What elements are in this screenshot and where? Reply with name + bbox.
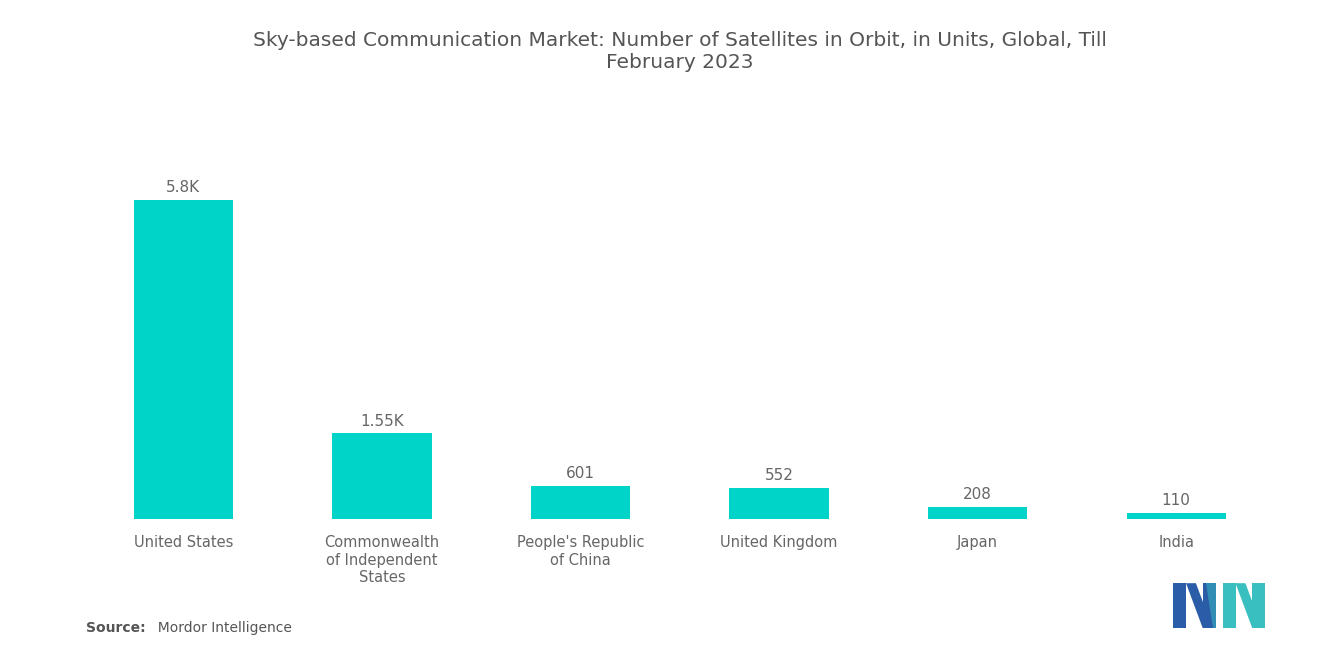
- Text: 552: 552: [764, 468, 793, 483]
- Text: 601: 601: [566, 465, 595, 481]
- Bar: [1126, 513, 1226, 519]
- Text: Source:: Source:: [86, 621, 145, 635]
- Text: 208: 208: [964, 487, 993, 502]
- Text: Mordor Intelligence: Mordor Intelligence: [149, 621, 292, 635]
- Bar: [531, 485, 630, 519]
- Bar: [928, 507, 1027, 519]
- Text: 110: 110: [1162, 493, 1191, 507]
- Text: 1.55K: 1.55K: [360, 414, 404, 428]
- Bar: [133, 200, 234, 519]
- Bar: [730, 488, 829, 519]
- Title: Sky-based Communication Market: Number of Satellites in Orbit, in Units, Global,: Sky-based Communication Market: Number o…: [253, 31, 1106, 72]
- Text: 5.8K: 5.8K: [166, 180, 201, 195]
- Bar: [333, 434, 432, 519]
